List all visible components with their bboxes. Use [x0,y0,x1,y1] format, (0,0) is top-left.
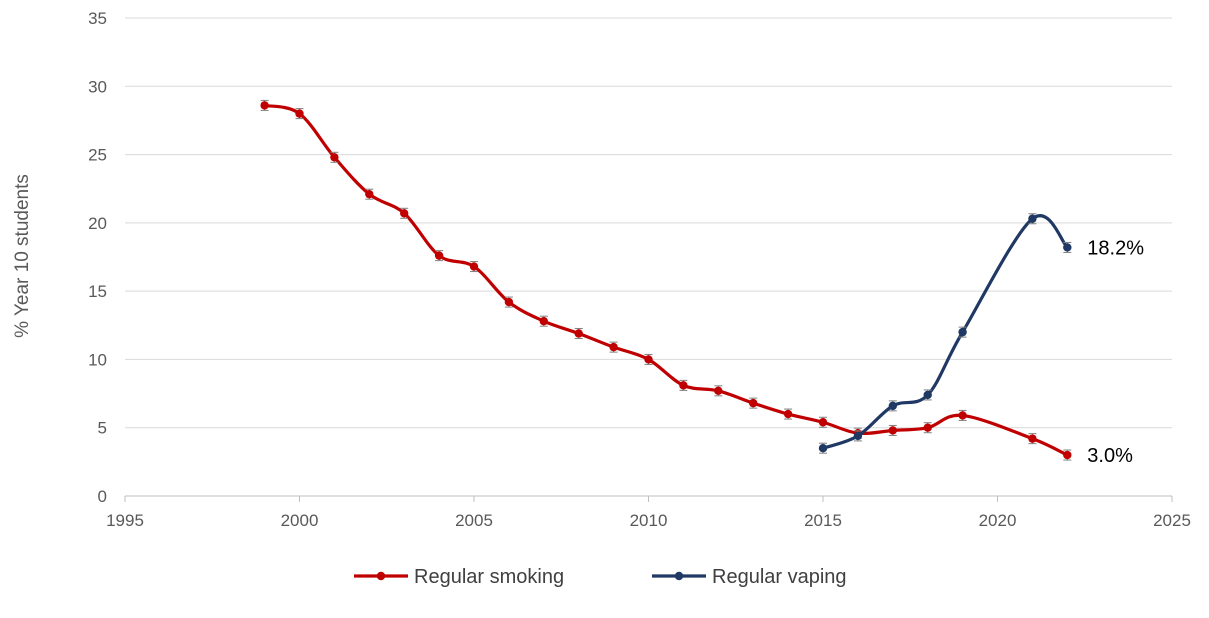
data-point-regular-vaping [888,401,897,411]
data-point-regular-smoking [783,409,793,419]
legend-label: Regular vaping [712,566,847,588]
series-regular-vaping: 18.2% [818,213,1144,454]
data-point-regular-vaping [1063,243,1072,252]
data-point-regular-smoking [330,153,339,162]
data-point-regular-smoking [365,189,374,199]
data-point-regular-smoking [1063,450,1072,460]
legend-swatch-marker [376,571,386,581]
data-point-regular-smoking [295,109,304,118]
data-point-regular-vaping [818,444,828,453]
x-tick-label: 2020 [979,511,1017,530]
y-tick-label: 35 [88,9,107,28]
end-label-regular-smoking: 3.0% [1087,445,1133,467]
data-point-regular-smoking [714,386,723,396]
data-point-regular-smoking [1028,434,1037,443]
data-point-regular-smoking [958,411,967,420]
end-label-regular-vaping: 18.2% [1087,237,1144,259]
data-point-regular-smoking [469,262,479,271]
y-tick-label: 15 [88,282,107,301]
y-tick-label: 0 [98,487,107,506]
data-point-regular-vaping [923,390,932,400]
data-point-regular-smoking [400,209,409,218]
legend: Regular smoking Regular vaping [354,566,847,588]
legend-swatch-marker [674,571,684,581]
x-tick-label: 2010 [630,511,668,530]
data-point-regular-vaping [958,327,967,337]
x-tick-label: 1995 [106,511,144,530]
y-tick-label: 5 [98,419,107,438]
legend-item-regular-smoking: Regular smoking [354,566,564,588]
gridlines [125,17,1172,429]
data-point-regular-smoking [923,423,932,432]
data-point-regular-smoking [504,297,514,307]
data-point-regular-smoking [434,251,444,260]
y-tick-label: 30 [88,77,107,96]
y-tick-label: 20 [88,214,107,233]
data-point-regular-vaping [1028,214,1037,223]
series-layer: 3.0% 18.2% [260,99,1144,467]
x-tick-label: 2005 [455,511,493,530]
x-tick-label: 2025 [1153,511,1191,530]
data-point-regular-smoking [539,316,548,326]
data-point-regular-smoking [574,329,583,338]
data-point-regular-smoking [260,101,269,110]
x-tick-labels: 1995 2000 2005 2010 2015 2020 2025 [106,511,1191,530]
legend-item-regular-vaping: Regular vaping [652,566,847,588]
series-line-regular-smoking [263,103,1069,457]
x-tick-label: 2015 [804,511,842,530]
data-point-regular-smoking [888,426,897,435]
y-tick-label: 10 [88,350,107,369]
legend-label: Regular smoking [414,566,564,588]
axes [124,495,1173,502]
data-point-regular-smoking [749,398,758,408]
data-point-regular-smoking [644,355,653,364]
y-axis-title: % Year 10 students [12,174,33,338]
data-point-regular-smoking [818,418,828,427]
data-point-regular-smoking [679,381,688,390]
series-line-regular-vaping [821,214,1069,450]
y-tick-label: 25 [88,146,107,165]
x-tick-label: 2000 [281,511,319,530]
data-point-regular-smoking [609,342,618,352]
y-tick-labels: 0 5 10 15 20 25 30 35 [88,9,107,506]
data-point-regular-vaping [853,431,863,441]
series-regular-smoking: 3.0% [260,99,1133,467]
